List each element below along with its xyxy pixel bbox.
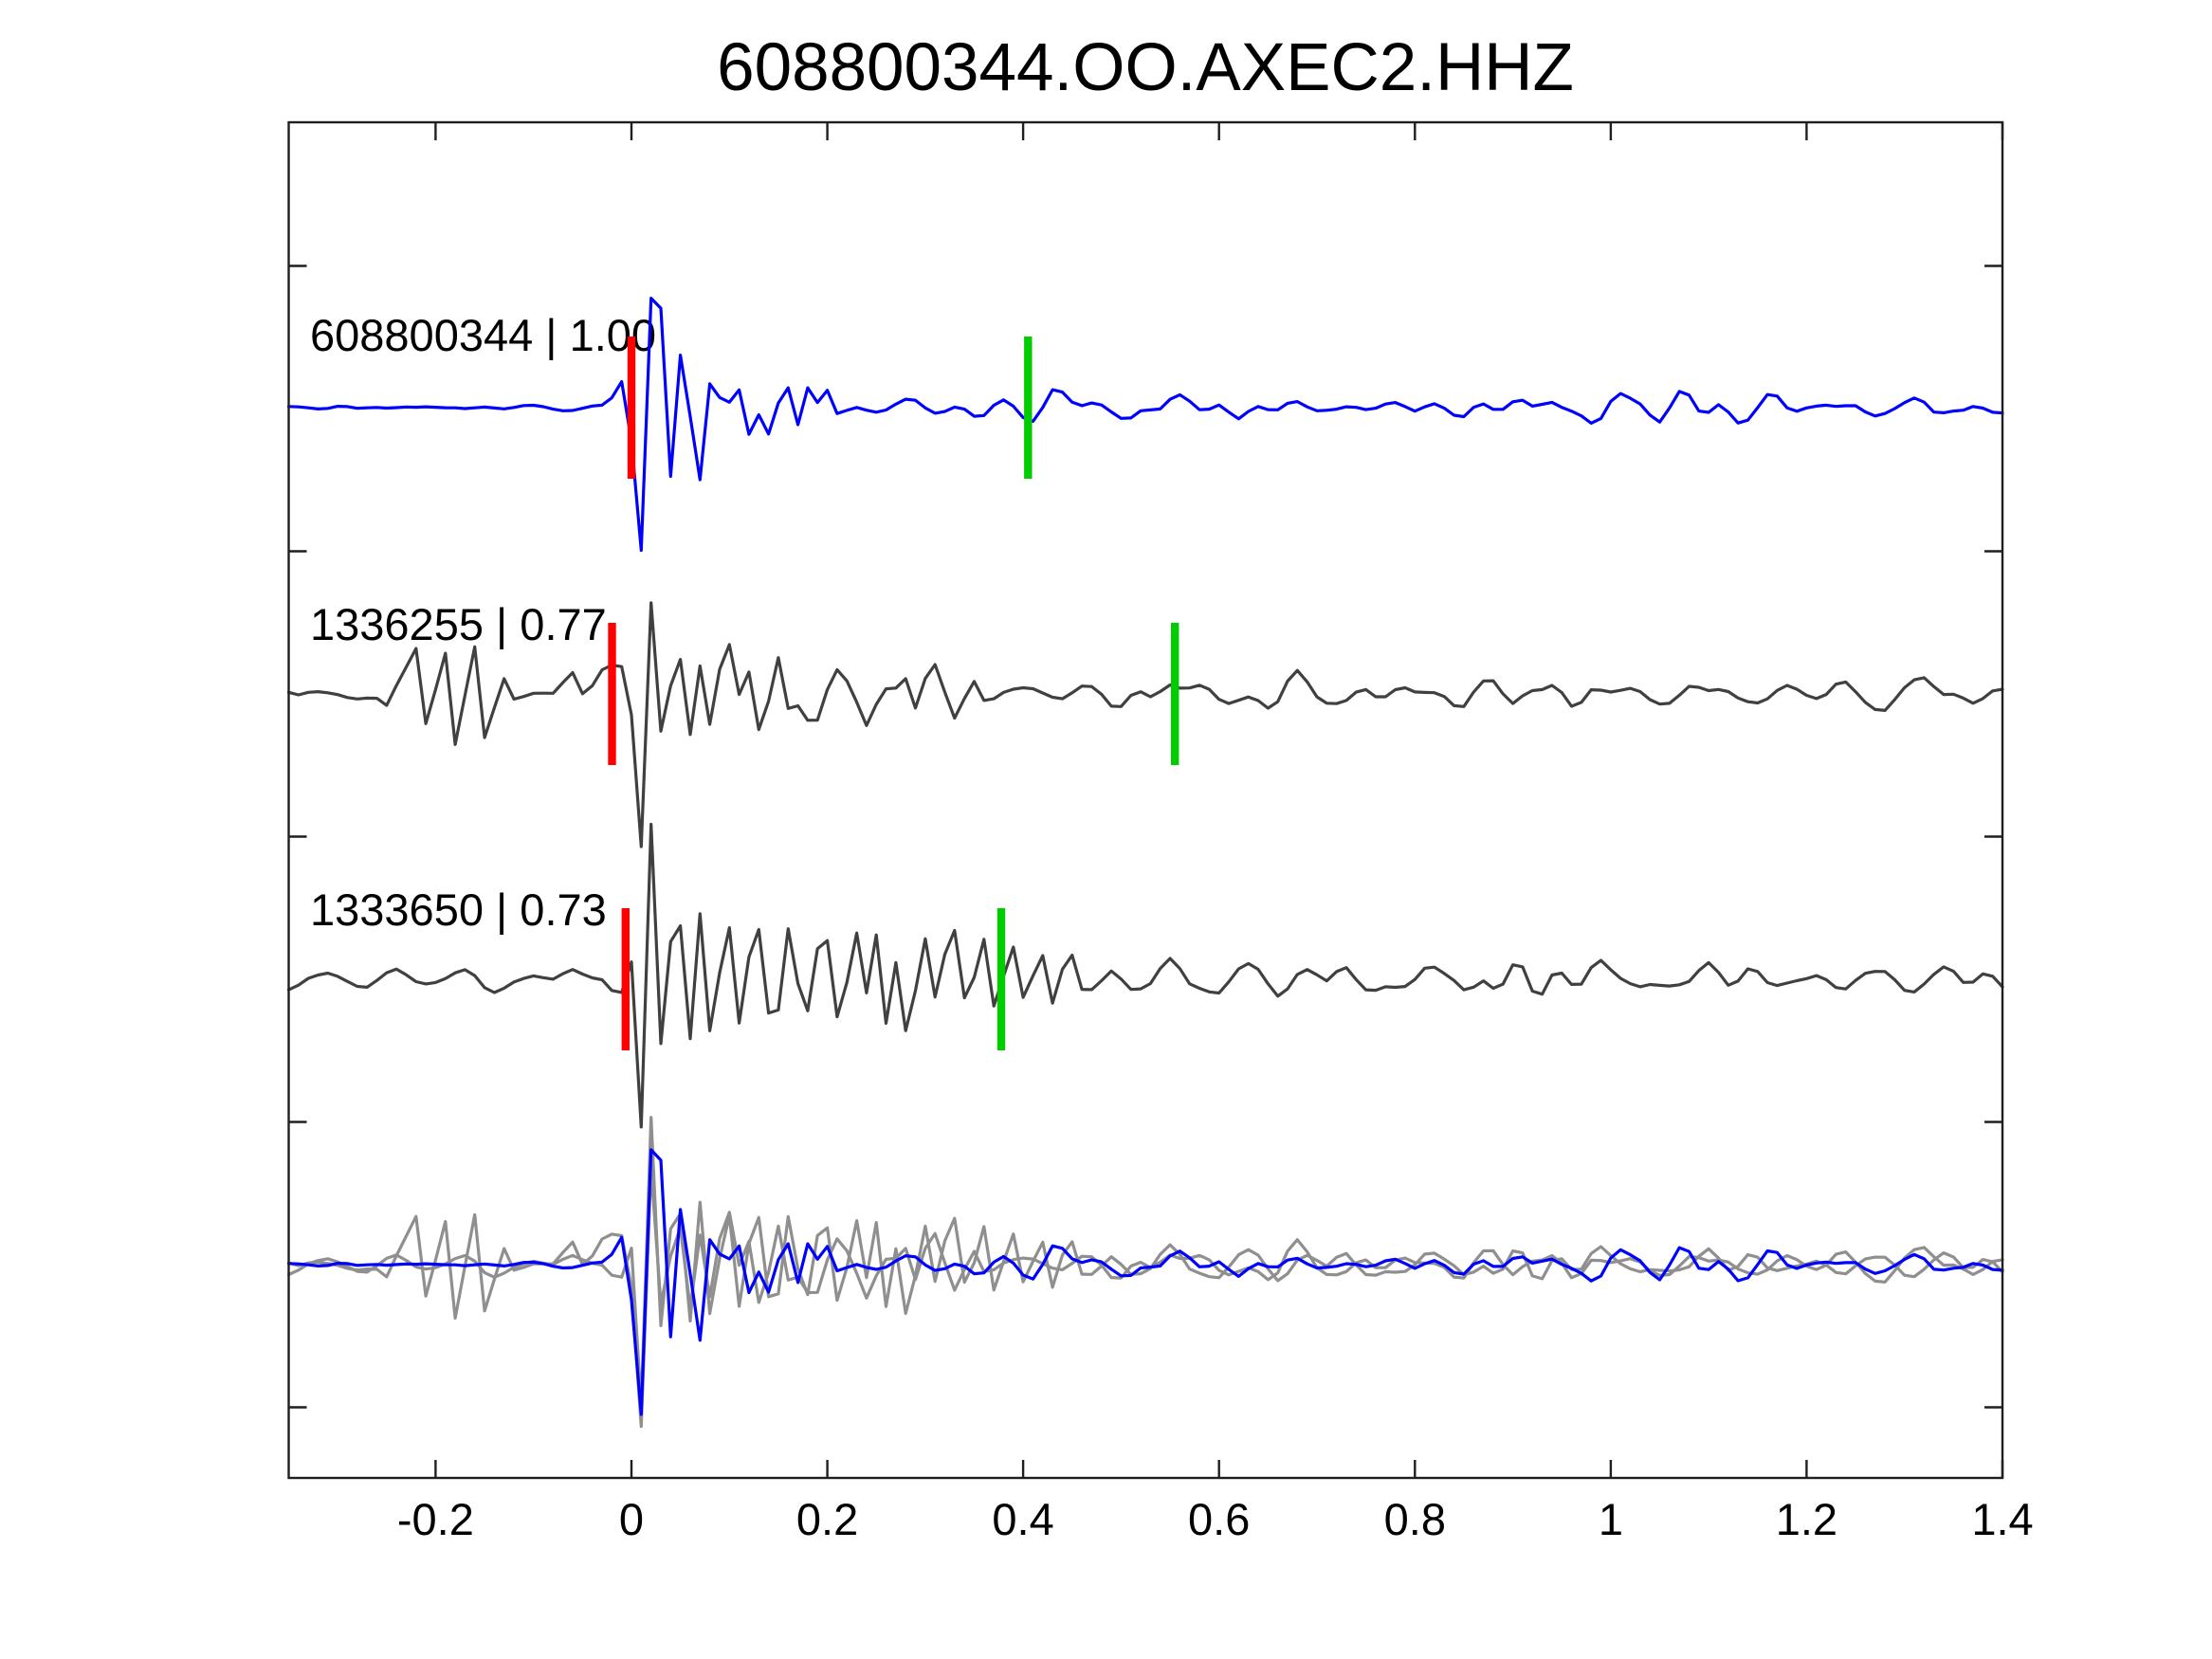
svg-text:1333650 | 0.73: 1333650 | 0.73: [310, 884, 607, 935]
svg-text:1.2: 1.2: [1776, 1494, 1837, 1544]
svg-text:608800344 | 1.00: 608800344 | 1.00: [310, 310, 656, 360]
svg-text:608800344.OO.AXEC2.HHZ: 608800344.OO.AXEC2.HHZ: [717, 30, 1574, 105]
svg-text:0: 0: [619, 1494, 644, 1544]
svg-text:0.8: 0.8: [1384, 1494, 1446, 1544]
svg-text:0.6: 0.6: [1188, 1494, 1250, 1544]
svg-text:-0.2: -0.2: [397, 1494, 474, 1544]
svg-text:1336255 | 0.77: 1336255 | 0.77: [310, 599, 607, 649]
svg-text:1.4: 1.4: [1971, 1494, 2033, 1544]
svg-text:1: 1: [1599, 1494, 1623, 1544]
svg-text:0.2: 0.2: [796, 1494, 858, 1544]
svg-text:0.4: 0.4: [992, 1494, 1053, 1544]
